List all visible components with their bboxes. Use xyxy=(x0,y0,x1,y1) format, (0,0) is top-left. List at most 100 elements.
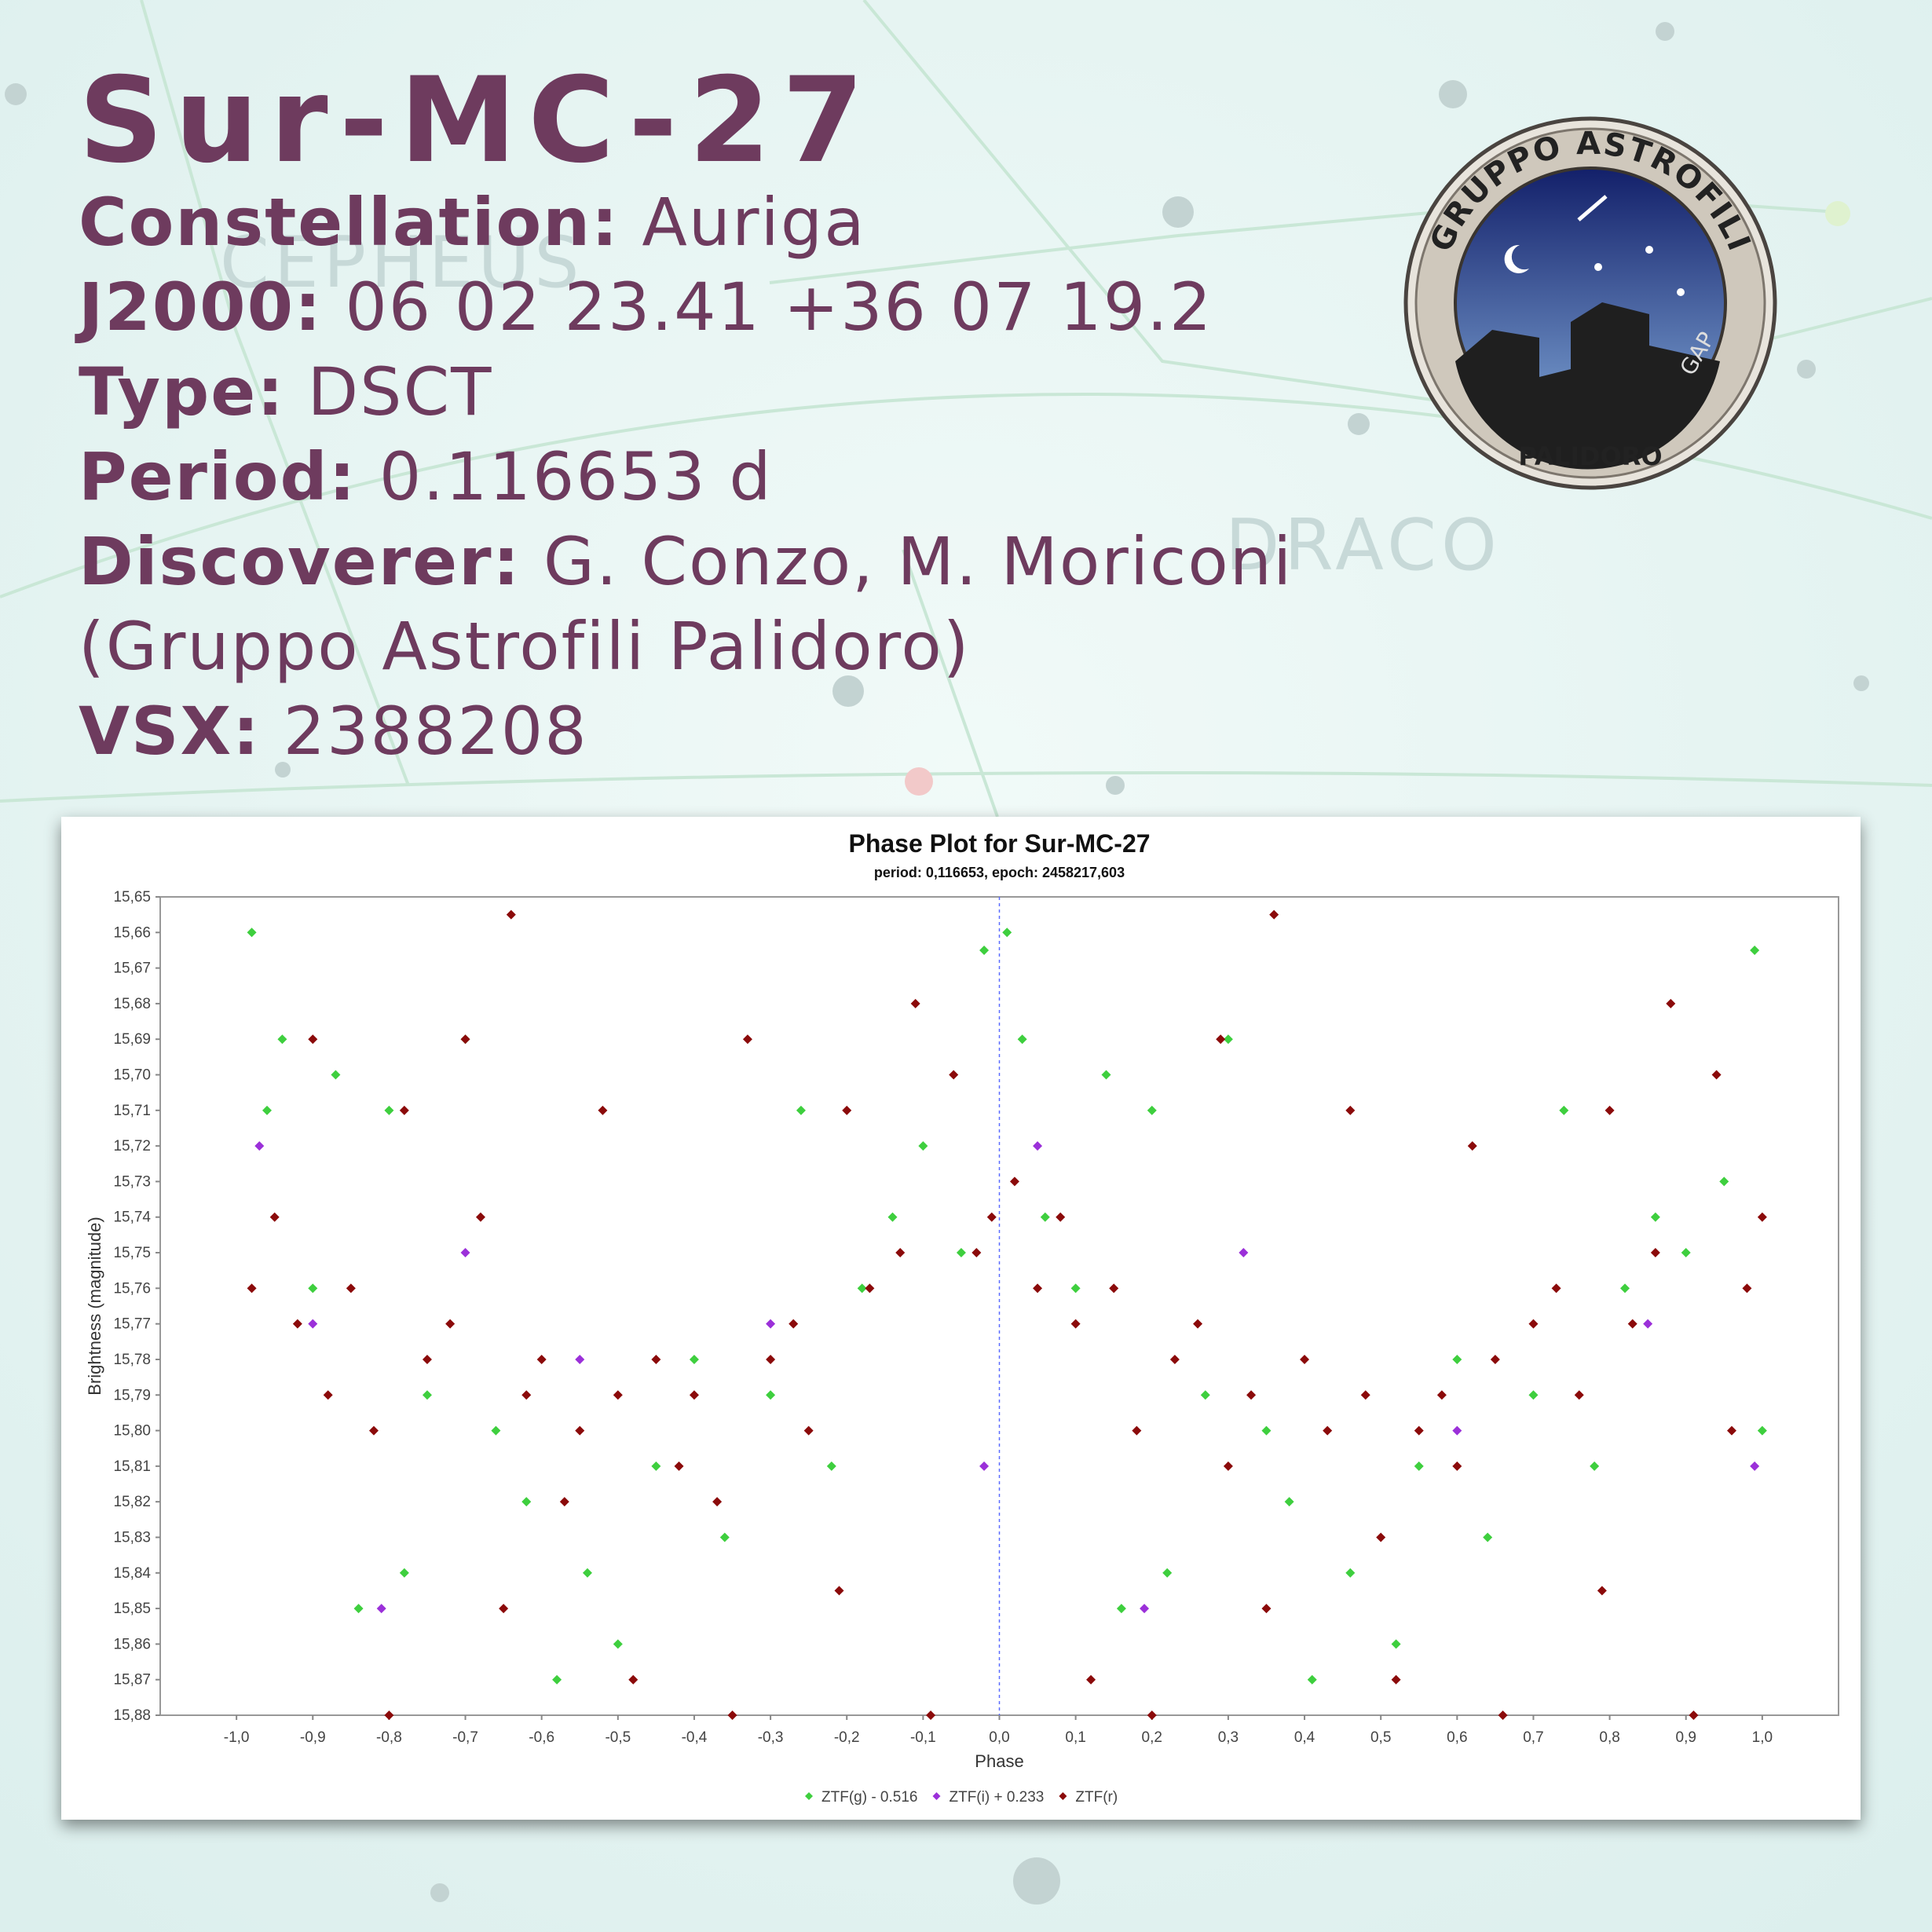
point xyxy=(384,1711,394,1720)
x-tick-label: -0,8 xyxy=(376,1729,402,1746)
y-tick-label: 15,75 xyxy=(113,1245,151,1261)
point xyxy=(1483,1532,1493,1542)
x-tick-label: 0,9 xyxy=(1676,1729,1696,1746)
y-tick-label: 15,83 xyxy=(113,1529,151,1546)
point xyxy=(1261,1425,1272,1436)
logo: GRUPPO ASTROFILI PALIDORO GAP xyxy=(1403,116,1777,490)
y-tick-label: 15,69 xyxy=(113,1031,151,1048)
point xyxy=(1140,1604,1150,1614)
point xyxy=(1200,1390,1210,1400)
point xyxy=(1307,1674,1317,1685)
point xyxy=(1414,1461,1424,1471)
legend-label: ZTF(g) - 0.516 xyxy=(821,1789,917,1806)
point xyxy=(1666,998,1676,1008)
point xyxy=(1216,1034,1226,1045)
point xyxy=(582,1568,592,1578)
point xyxy=(1498,1711,1508,1720)
y-tick-label: 15,79 xyxy=(113,1387,151,1403)
point xyxy=(826,1461,836,1471)
point xyxy=(247,1283,257,1293)
point xyxy=(1345,1105,1356,1115)
y-tick-label: 15,73 xyxy=(113,1173,151,1190)
y-axis-label: Brightness (magnitude) xyxy=(85,1217,104,1395)
x-tick-label: -0,6 xyxy=(529,1729,554,1746)
point xyxy=(1040,1212,1050,1222)
point xyxy=(910,998,920,1008)
point xyxy=(1345,1568,1356,1578)
point xyxy=(460,1248,470,1258)
point xyxy=(1239,1248,1249,1258)
x-tick-label: -1,0 xyxy=(224,1729,250,1746)
point xyxy=(1323,1425,1333,1436)
point xyxy=(575,1425,585,1436)
point xyxy=(308,1283,318,1293)
point xyxy=(712,1497,723,1507)
point xyxy=(628,1674,639,1685)
legend-label: ZTF(r) xyxy=(1075,1789,1118,1806)
y-tick-label: 15,68 xyxy=(113,996,151,1012)
point xyxy=(346,1283,356,1293)
point xyxy=(949,1070,959,1080)
point xyxy=(422,1390,432,1400)
point xyxy=(331,1070,341,1080)
x-tick-label: 0,7 xyxy=(1523,1729,1543,1746)
point xyxy=(536,1354,547,1364)
point xyxy=(1643,1319,1653,1329)
point xyxy=(1452,1425,1462,1436)
point xyxy=(1116,1604,1126,1614)
info-label: Type: xyxy=(79,353,285,430)
point xyxy=(1360,1390,1370,1400)
point xyxy=(926,1711,936,1720)
point xyxy=(1101,1070,1111,1080)
point xyxy=(1757,1425,1767,1436)
x-tick-label: -0,4 xyxy=(682,1729,708,1746)
y-tick-label: 15,86 xyxy=(113,1636,151,1652)
point xyxy=(674,1461,684,1471)
point xyxy=(292,1319,302,1329)
point xyxy=(1261,1604,1272,1614)
x-tick-label: 0,5 xyxy=(1370,1729,1391,1746)
point xyxy=(445,1319,456,1329)
y-tick-label: 15,71 xyxy=(113,1103,151,1119)
background-label: DRACO xyxy=(1225,504,1502,587)
info-line: Period: 0.116653 d xyxy=(79,438,773,515)
chart-title: Phase Plot for Sur-MC-27 xyxy=(848,829,1150,858)
point xyxy=(499,1604,509,1614)
x-tick-label: 0,2 xyxy=(1142,1729,1162,1746)
point xyxy=(956,1248,966,1258)
point xyxy=(353,1604,364,1614)
point xyxy=(559,1497,569,1507)
point xyxy=(1269,909,1279,920)
point xyxy=(1009,1176,1019,1187)
background-label: CEPHEUS xyxy=(220,221,584,304)
info-value: 2388208 xyxy=(284,693,588,770)
point xyxy=(1757,1212,1767,1222)
point xyxy=(277,1034,287,1045)
point xyxy=(689,1390,699,1400)
point xyxy=(719,1532,730,1542)
point xyxy=(598,1105,608,1115)
point xyxy=(1033,1141,1043,1151)
y-tick-label: 15,80 xyxy=(113,1423,151,1440)
point xyxy=(1528,1390,1539,1400)
y-tick-label: 15,88 xyxy=(113,1707,151,1724)
point xyxy=(979,945,990,955)
info-space xyxy=(521,523,543,600)
point xyxy=(1742,1283,1752,1293)
point xyxy=(1223,1034,1233,1045)
point xyxy=(651,1354,661,1364)
point xyxy=(979,1461,990,1471)
legend-swatch xyxy=(805,1792,813,1800)
point xyxy=(1376,1532,1386,1542)
point xyxy=(1719,1176,1729,1187)
x-tick-label: 0,4 xyxy=(1294,1729,1315,1746)
info-value: 0.116653 d xyxy=(379,438,773,515)
point xyxy=(308,1319,318,1329)
x-tick-label: 0,0 xyxy=(989,1729,1009,1746)
point xyxy=(834,1586,844,1596)
point xyxy=(1597,1586,1607,1596)
y-tick-label: 15,85 xyxy=(113,1601,151,1617)
point xyxy=(742,1034,752,1045)
point xyxy=(766,1390,776,1400)
